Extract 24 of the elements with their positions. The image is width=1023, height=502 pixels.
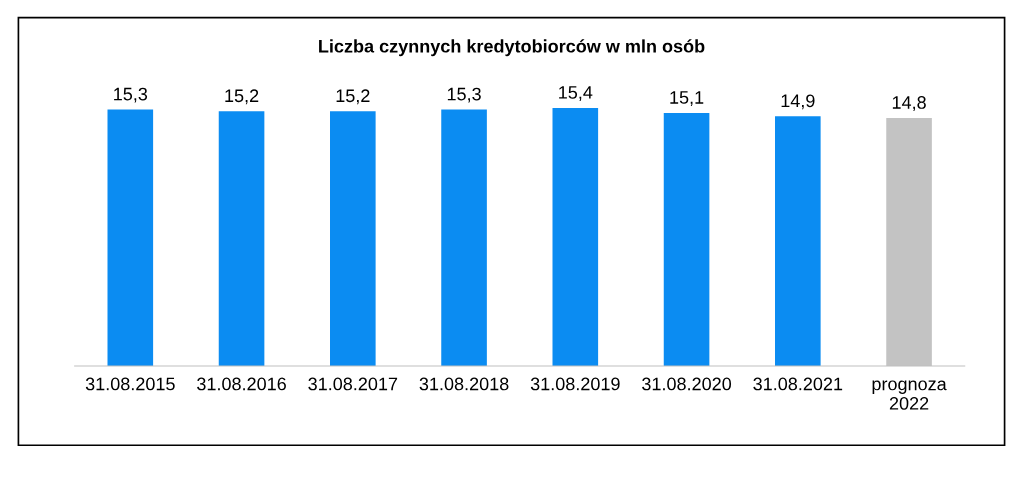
data-label: 15,3 <box>447 87 481 103</box>
x-tick-label: 31.08.2019 <box>530 377 620 391</box>
x-tick-label: 31.08.2018 <box>419 377 509 391</box>
x-tick-label: prognoza 2022 <box>872 380 947 410</box>
bar <box>330 111 376 366</box>
bar <box>775 116 821 366</box>
x-tick-label: 31.08.2017 <box>308 377 398 391</box>
data-label: 14,8 <box>892 96 926 111</box>
bar <box>107 109 154 366</box>
data-label: 15,4 <box>559 86 593 101</box>
bar <box>218 111 265 366</box>
data-label: 15,3 <box>114 87 148 103</box>
x-tick-label: 31.08.2016 <box>197 377 286 391</box>
bar <box>663 112 710 366</box>
chart-title: Liczba czynnych kredytobiorców w mln osób <box>319 39 705 57</box>
data-label: 15,2 <box>225 89 259 105</box>
x-tick-label: 31.08.2015 <box>85 377 175 391</box>
x-tick-label: 31.08.2021 <box>753 377 843 391</box>
bar <box>441 109 487 366</box>
data-label: 15,1 <box>670 91 704 106</box>
data-label: 15,2 <box>336 89 370 105</box>
data-label: 14,9 <box>781 94 815 110</box>
bar <box>552 107 599 366</box>
x-tick-label: 31.08.2020 <box>642 377 732 391</box>
